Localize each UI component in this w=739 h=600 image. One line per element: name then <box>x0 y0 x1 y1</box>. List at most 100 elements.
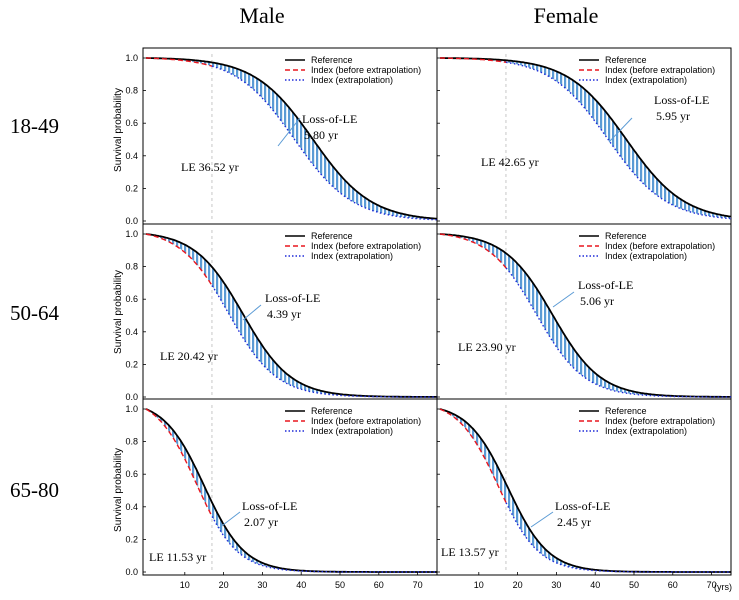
x-tick-label: 20 <box>219 580 229 590</box>
y-tick-label: 0.4 <box>125 502 138 512</box>
legend-label: Index (extrapolation) <box>605 75 687 85</box>
legend-label: Index (extrapolation) <box>311 251 393 261</box>
legend-label: Index (extrapolation) <box>311 75 393 85</box>
column-title-female: Female <box>534 3 599 28</box>
loss-of-le-value: 2.45 yr <box>557 515 591 529</box>
legend-label: Reference <box>311 406 353 416</box>
loss-leader-line <box>608 117 633 143</box>
index-before-curve <box>146 57 213 67</box>
panel-frame <box>436 47 732 225</box>
x-tick-label: 40 <box>296 580 306 590</box>
loss-area-hatch <box>440 234 731 397</box>
loss-of-le-title: Loss-of-LE <box>242 499 297 513</box>
index-extrapolation-curve <box>505 267 731 398</box>
y-tick-label: 0.8 <box>125 86 138 96</box>
loss-leader-line <box>218 511 241 529</box>
x-tick-label: 70 <box>707 580 717 590</box>
y-axis-label-row-2: Survival probability <box>113 270 124 354</box>
legend-label: Index (before extrapolation) <box>311 65 421 75</box>
life-expectancy-label: LE 36.52 yr <box>181 160 239 174</box>
y-tick-label: 0.4 <box>125 151 138 161</box>
legend-label: Index (before extrapolation) <box>311 241 421 251</box>
y-tick-label: 0.0 <box>125 392 138 402</box>
x-tick-label: 10 <box>180 580 190 590</box>
index-before-curve <box>439 408 507 503</box>
panel-65-80-male: 0.0 0.2 0.4 0.6 0.8 1.0 10 20 30 40 50 60 70 Referenc… <box>125 398 438 590</box>
legend-label: Index (extrapolation) <box>605 251 687 261</box>
legend-label: Reference <box>311 231 353 241</box>
y-tick-label: 0.2 <box>125 183 138 193</box>
y-tick-label: 1.0 <box>125 404 138 414</box>
life-expectancy-label: LE 42.65 yr <box>481 155 539 169</box>
x-tick-label: 60 <box>374 580 384 590</box>
x-tick-label: 10 <box>474 580 484 590</box>
panel-frame <box>142 47 438 225</box>
y-tick-label: 1.0 <box>125 229 138 239</box>
loss-of-le-value: 5.95 yr <box>656 109 690 123</box>
legend-label: Index (before extrapolation) <box>605 416 715 426</box>
loss-of-le-value: 4.39 yr <box>267 307 301 321</box>
x-tick-label: 50 <box>629 580 639 590</box>
legend-label: Reference <box>605 406 647 416</box>
x-tick-label: 60 <box>668 580 678 590</box>
y-tick-label: 0.2 <box>125 359 138 369</box>
loss-of-le-value: 5.06 yr <box>580 294 614 308</box>
loss-of-le-value: 2.07 yr <box>244 515 278 529</box>
loss-of-le-title: Loss-of-LE <box>578 278 633 292</box>
row-label-50-64: 50-64 <box>10 301 59 325</box>
legend-label: Reference <box>605 55 647 65</box>
y-tick-label: 0.0 <box>125 567 138 577</box>
y-tick-label: 0.6 <box>125 469 138 479</box>
index-extrapolation-curve <box>505 502 731 573</box>
legend-label: Index (extrapolation) <box>311 426 393 436</box>
loss-area-hatch <box>146 409 437 572</box>
row-label-18-49: 18-49 <box>10 114 59 138</box>
legend-label: Index (before extrapolation) <box>605 65 715 75</box>
panel-frame <box>436 398 732 576</box>
index-extrapolation-curve <box>211 285 437 398</box>
y-tick-label: 0.2 <box>125 534 138 544</box>
column-title-male: Male <box>239 3 284 28</box>
x-tick-label: 50 <box>335 580 345 590</box>
index-extrapolation-curve <box>211 65 438 221</box>
y-tick-label: 0.8 <box>125 437 138 447</box>
index-before-curve <box>145 408 213 517</box>
loss-of-le-title: Loss-of-LE <box>654 93 709 107</box>
x-tick-label: 40 <box>590 580 600 590</box>
loss-of-le-title: Loss-of-LE <box>265 291 320 305</box>
index-before-curve <box>439 233 507 269</box>
life-expectancy-label: LE 13.57 yr <box>441 545 499 559</box>
y-tick-label: 1.0 <box>125 53 138 63</box>
index-before-curve <box>145 233 213 286</box>
reference-curve <box>145 408 437 573</box>
x-tick-label: 20 <box>513 580 523 590</box>
y-tick-label: 0.4 <box>125 327 138 337</box>
life-expectancy-label: LE 23.90 yr <box>458 340 516 354</box>
x-tick-label: 30 <box>551 580 561 590</box>
reference-curve <box>146 57 438 220</box>
life-expectancy-label: LE 11.53 yr <box>149 550 206 564</box>
x-tick-label: 70 <box>413 580 423 590</box>
y-tick-label: 0.8 <box>125 262 138 272</box>
y-tick-label: 0.6 <box>125 294 138 304</box>
loss-leader-line <box>277 117 301 147</box>
loss-leader-line <box>530 511 554 528</box>
x-axis-unit-label: (yrs) <box>714 582 732 592</box>
legend-label: Index (before extrapolation) <box>605 241 715 251</box>
legend-label: Reference <box>605 231 647 241</box>
y-axis-label-row-3: Survival probability <box>113 448 124 532</box>
loss-leader-line <box>242 304 262 321</box>
row-label-65-80: 65-80 <box>10 478 59 502</box>
legend-label: Reference <box>311 55 353 65</box>
loss-of-le-value: 5.80 yr <box>304 128 338 142</box>
reference-curve <box>440 57 732 218</box>
loss-of-le-title: Loss-of-LE <box>555 499 610 513</box>
panel-frame <box>142 398 438 576</box>
y-axis-label-row-1: Survival probability <box>113 88 124 172</box>
